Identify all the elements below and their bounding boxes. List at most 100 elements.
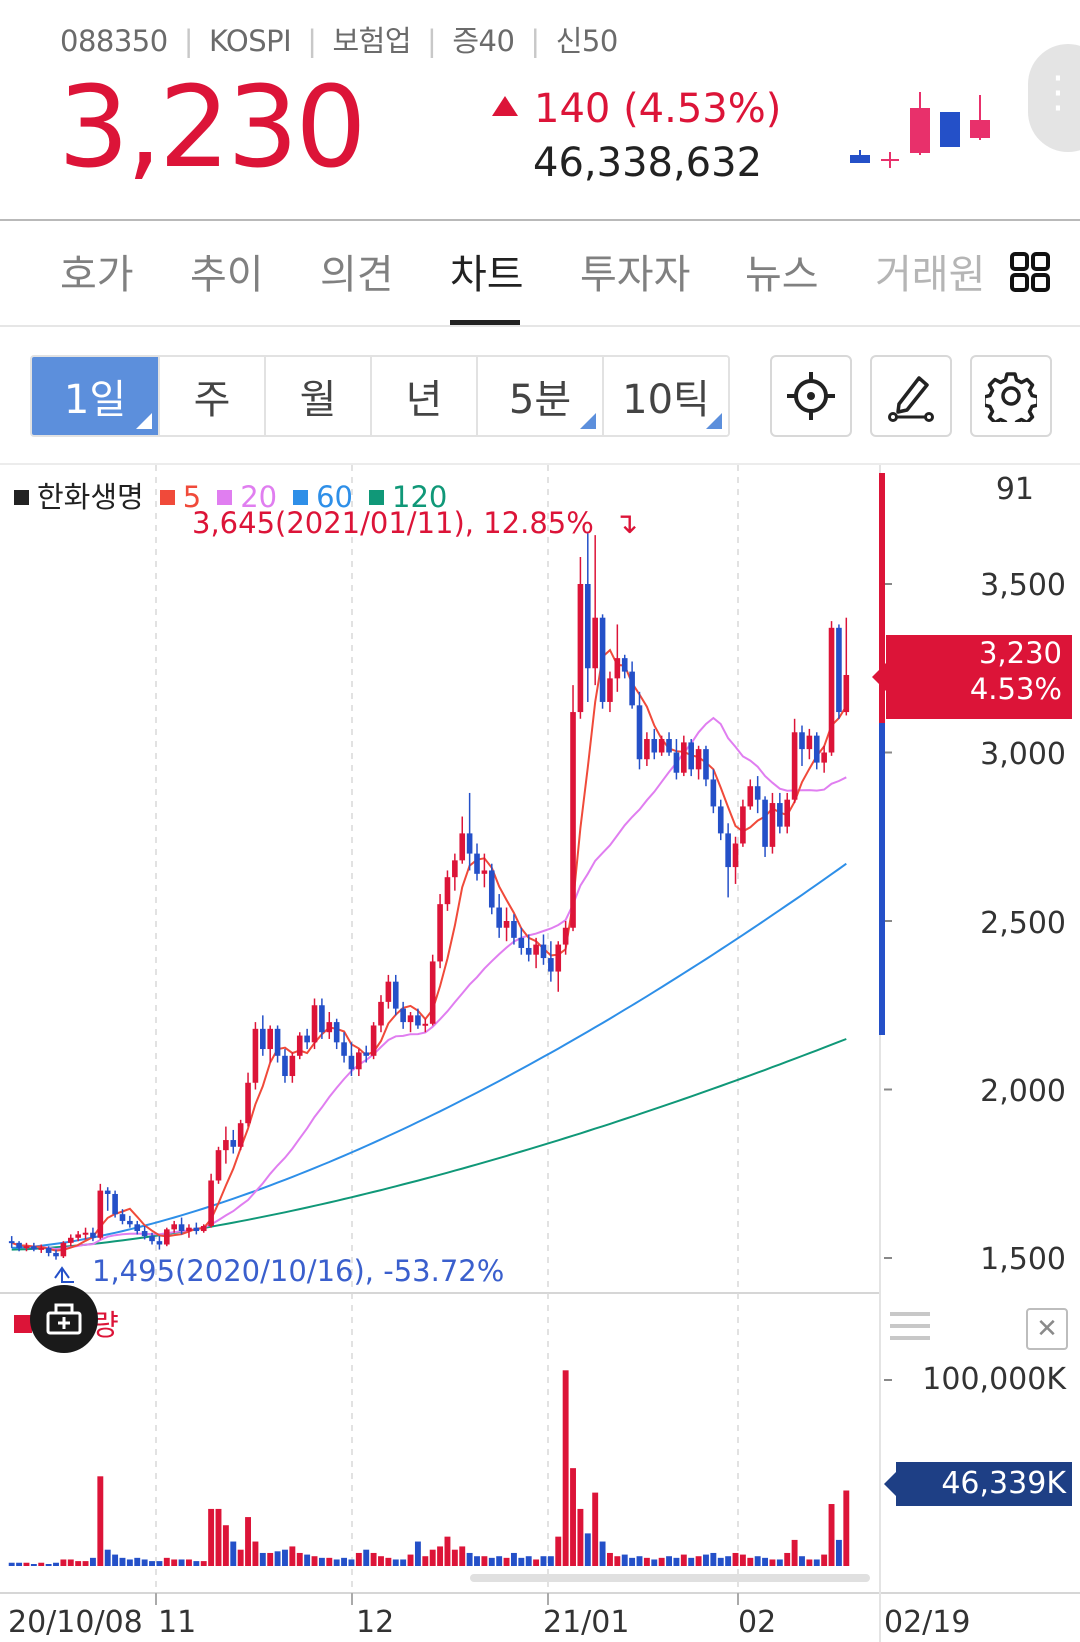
volume-bar	[67, 1559, 74, 1566]
candle-body	[53, 1252, 59, 1257]
volume-bar	[835, 1539, 842, 1566]
more-options-button[interactable]: · · ·	[1028, 44, 1080, 152]
candle-body	[437, 904, 443, 962]
candle-body	[282, 1055, 288, 1077]
volume-bar	[414, 1541, 421, 1566]
price-change: 140 (4.53%)	[492, 86, 781, 132]
candle-body	[813, 735, 820, 763]
candle-body	[636, 705, 643, 760]
volume-bar	[488, 1557, 495, 1566]
candle-body	[415, 1015, 421, 1026]
volume-bar	[82, 1561, 89, 1566]
volume-bar	[503, 1557, 510, 1566]
tab-trend[interactable]: 추이	[190, 252, 264, 298]
tab-broker[interactable]: 거래원	[875, 252, 986, 298]
volume-bar	[525, 1556, 532, 1566]
volume-bar	[259, 1552, 266, 1566]
ma60-line	[11, 862, 847, 1249]
volume-bar	[370, 1552, 377, 1566]
candle-body	[747, 786, 754, 807]
period-week-button[interactable]: 주	[160, 357, 266, 435]
candle-body	[149, 1236, 155, 1242]
candle-body	[732, 843, 739, 868]
candle-body	[754, 786, 761, 800]
candle-body	[570, 712, 576, 928]
volume-bar	[710, 1552, 717, 1566]
volume-bar	[326, 1557, 333, 1566]
tab-chart[interactable]: 차트	[450, 252, 524, 298]
candle-body	[429, 961, 436, 1024]
period-month-button[interactable]: 월	[266, 357, 372, 435]
period-year-button[interactable]: 년	[372, 357, 478, 435]
tab-investor[interactable]: 투자자	[580, 252, 691, 298]
volume-bar	[562, 1370, 569, 1566]
legend-stock: 한화생명	[14, 480, 152, 514]
volume-bar	[754, 1556, 761, 1566]
candle-body	[260, 1028, 266, 1050]
draw-tool-button[interactable]	[870, 355, 952, 437]
volume-bar	[119, 1557, 126, 1566]
draw-icon	[888, 376, 934, 422]
legend-ma5: 5	[159, 480, 209, 514]
candle-body	[215, 1150, 222, 1181]
floating-action-button[interactable]	[30, 1285, 98, 1353]
settings-button[interactable]	[970, 355, 1052, 437]
candle-body	[392, 981, 399, 1009]
candle-body	[452, 860, 458, 878]
volume-bar	[230, 1541, 237, 1566]
tab-hoga[interactable]: 호가	[60, 252, 134, 298]
volume-bar	[355, 1552, 362, 1566]
volume-bar	[547, 1556, 554, 1566]
candle-body	[533, 944, 539, 955]
period-5min-button[interactable]: 5분	[478, 357, 604, 435]
candle-body	[326, 1022, 333, 1033]
candle-body	[717, 806, 724, 834]
period-week-label: 주	[193, 377, 231, 423]
tab-opinion[interactable]: 의견	[320, 252, 394, 298]
candle-body	[163, 1229, 170, 1245]
volume-bar	[459, 1546, 466, 1566]
x-label-nov: 11	[158, 1605, 197, 1640]
volume-bar	[407, 1554, 414, 1566]
x-label-jan: 21/01	[543, 1605, 630, 1640]
candle-body	[16, 1242, 22, 1248]
period-5min-label: 5분	[508, 377, 572, 423]
candle-body	[178, 1224, 185, 1232]
period-1day-button[interactable]: 1일	[32, 357, 160, 435]
period-10tick-button[interactable]: 10틱	[604, 357, 728, 435]
stock-code: 088350	[60, 24, 168, 58]
candle-body	[134, 1224, 141, 1232]
legend-ma20-label: 20	[240, 480, 278, 514]
volume-bar	[23, 1562, 30, 1566]
volume-bar	[643, 1557, 650, 1566]
volume-close-button[interactable]: ✕	[1026, 1308, 1068, 1350]
volume-bar	[607, 1552, 613, 1566]
volume-bar	[385, 1557, 392, 1566]
candle-body	[385, 981, 392, 1002]
volume-bar	[215, 1508, 222, 1566]
min-price-annotation: 1,495(2020/10/16), -53.72%	[92, 1254, 505, 1288]
volume-bar	[348, 1559, 355, 1566]
crosshair-button[interactable]	[770, 355, 852, 437]
volume-bar	[60, 1559, 67, 1566]
price-chart[interactable]	[0, 465, 1080, 1642]
active-tab-indicator	[450, 320, 520, 325]
candle-body	[496, 907, 502, 928]
volume-menu-icon[interactable]	[890, 1310, 930, 1342]
period-1day-label: 1일	[63, 377, 127, 423]
candle-body	[156, 1241, 163, 1245]
candle-body	[725, 833, 731, 868]
volume-bar	[769, 1559, 776, 1566]
candle-body	[112, 1193, 118, 1215]
volume-bar	[658, 1557, 665, 1566]
tab-news[interactable]: 뉴스	[745, 252, 819, 298]
candle-body	[777, 803, 783, 827]
legend-stock-label: 한화생명	[37, 480, 144, 514]
candle-body	[245, 1082, 251, 1124]
candle-body	[607, 678, 613, 702]
candle-body	[252, 1028, 259, 1083]
candle-body	[311, 1005, 318, 1043]
grid-menu-icon[interactable]	[1010, 252, 1050, 292]
volume-bar	[333, 1559, 340, 1566]
candle-body	[710, 779, 717, 807]
